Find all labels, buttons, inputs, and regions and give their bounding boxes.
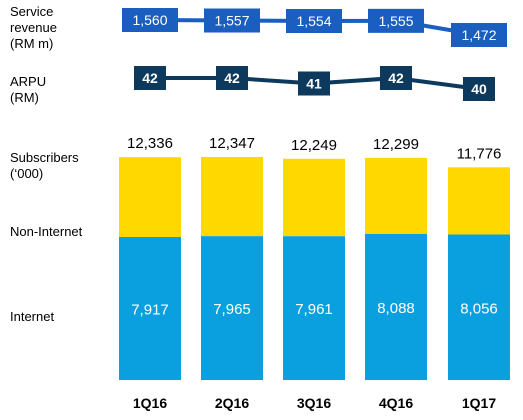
internet-value-label: 8,088 [377, 300, 415, 317]
subscribers-label: Subscribers (‘000) [10, 150, 79, 182]
non-internet-bar-1q16 [119, 157, 181, 238]
subscribers-total-label: 12,347 [209, 135, 255, 152]
internet-bar-1q16 [119, 237, 181, 380]
subscribers-label-line2: (‘000) [10, 166, 44, 181]
service-revenue-marker [204, 8, 260, 33]
category-tick-label: 2Q16 [215, 395, 249, 411]
arpu-value-label: 40 [471, 81, 487, 97]
service-revenue-marker [368, 8, 424, 33]
category-tick-label: 1Q17 [462, 395, 496, 411]
non-internet-bar-3q16 [283, 158, 345, 237]
internet-value-label: 8,056 [460, 300, 498, 317]
internet-bar-3q16 [283, 236, 345, 380]
non-internet-bar-2q16 [201, 157, 263, 237]
arpu-value-label: 41 [306, 76, 322, 92]
service-revenue-label-line2: revenue [10, 20, 57, 35]
service-revenue-label-line1: Service [10, 4, 54, 19]
service-revenue-value-label: 1,472 [461, 27, 496, 43]
arpu-marker [216, 66, 248, 90]
service-revenue-value-label: 1,555 [378, 13, 413, 29]
service-revenue-label: Service revenue (RM m) [10, 4, 57, 52]
subscribers-label-line1: Subscribers [10, 150, 79, 165]
service-revenue-value-label: 1,554 [296, 13, 331, 29]
service-revenue-value-label: 1,557 [214, 13, 249, 29]
service-revenue-value-label: 1,560 [132, 12, 167, 28]
internet-label: Internet [10, 309, 55, 324]
subscribers-total-label: 12,249 [291, 137, 337, 154]
service-revenue-marker [451, 23, 507, 47]
subscribers-total-label: 12,336 [127, 135, 173, 152]
arpu-marker [380, 66, 412, 90]
arpu-marker [134, 66, 166, 90]
internet-bar-4q16 [365, 233, 427, 380]
arpu-label-line2: (RM) [10, 90, 39, 105]
internet-value-label: 7,961 [295, 301, 333, 318]
category-tick-label: 3Q16 [297, 395, 331, 411]
internet-value-label: 7,917 [131, 302, 169, 319]
arpu-value-label: 42 [224, 70, 240, 86]
category-tick-label: 4Q16 [379, 395, 413, 411]
internet-value-label: 7,965 [213, 301, 251, 318]
non-internet-bar-4q16 [365, 157, 427, 234]
arpu-label-line1: ARPU [10, 74, 47, 89]
arpu-value-label: 42 [142, 70, 158, 86]
arpu-marker [298, 71, 330, 96]
subscribers-total-label: 11,776 [457, 145, 502, 162]
arpu-marker [463, 77, 495, 101]
subscribers-total-label: 12,299 [373, 136, 419, 153]
internet-bar-2q16 [201, 236, 263, 380]
service-revenue-marker [122, 8, 178, 32]
service-revenue-marker [286, 9, 342, 34]
non-internet-label: Non-Internet [10, 224, 83, 239]
category-tick-label: 1Q16 [133, 395, 167, 411]
arpu-value-label: 42 [388, 70, 404, 86]
service-revenue-label-line3: (RM m) [10, 36, 54, 51]
arpu-label: ARPU (RM) [10, 74, 46, 106]
internet-bar-1q17 [448, 234, 510, 380]
non-internet-bar-1q17 [448, 167, 510, 235]
